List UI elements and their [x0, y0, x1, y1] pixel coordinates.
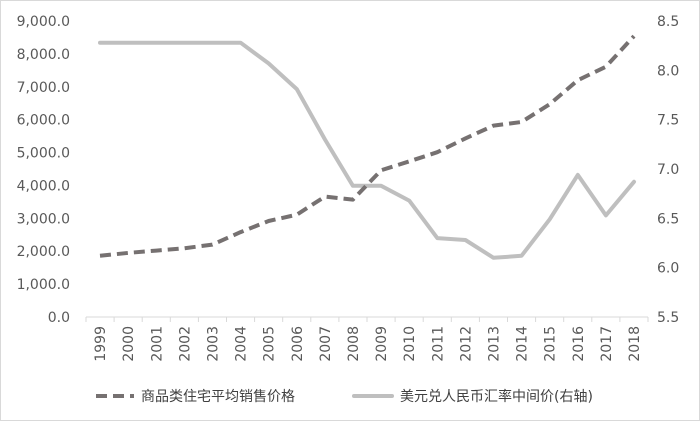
x-tick-label: 2018 — [627, 326, 643, 362]
x-tick-label: 2005 — [262, 326, 278, 362]
legend-label-exchange-rate: 美元兑人民币汇率中间价(右轴) — [400, 388, 593, 405]
y-right-tick-label: 7.5 — [657, 113, 679, 129]
y-left-tick-label: 8,000.0 — [17, 47, 70, 63]
x-tick-label: 2010 — [402, 326, 418, 362]
x-tick-label: 2000 — [121, 326, 137, 362]
y-left-tick-label: 4,000.0 — [17, 178, 70, 194]
x-tick-label: 2003 — [205, 326, 221, 362]
x-tick-label: 2011 — [430, 326, 446, 362]
y-left-tick-label: 7,000.0 — [17, 80, 70, 96]
y-right-tick-label: 6.0 — [657, 261, 679, 277]
series-layer — [98, 34, 636, 260]
y-left-tick-label: 1,000.0 — [17, 277, 70, 293]
y-left-tick-label: 0.0 — [48, 310, 70, 326]
y-right-tick-label: 5.5 — [657, 310, 679, 326]
legend-label-price: 商品类住宅平均销售价格 — [141, 389, 295, 405]
axes-layer: 1999 2000 2001 2002 2003 2004 2005 2006 2007 2008… — [17, 14, 680, 362]
x-tick-label: 2004 — [234, 326, 250, 362]
x-tick-label: 2015 — [543, 326, 559, 362]
x-tick-label: 2017 — [599, 326, 615, 362]
x-tick-label: 2009 — [374, 326, 390, 362]
x-tick-label: 1999 — [93, 326, 109, 362]
x-tick-label: 2016 — [571, 326, 587, 362]
x-tick-label: 2014 — [515, 326, 531, 362]
y-left-tick-label: 9,000.0 — [17, 14, 70, 30]
x-tick-label: 2007 — [318, 326, 334, 362]
y-left-tick-label: 3,000.0 — [17, 211, 70, 227]
x-tick-label: 2006 — [290, 326, 306, 362]
x-tick-label: 2012 — [458, 326, 474, 362]
y-right-tick-label: 8.5 — [657, 14, 679, 30]
x-tick-label: 2002 — [177, 326, 193, 362]
legend: 商品类住宅平均销售价格 美元兑人民币汇率中间价(右轴) — [96, 388, 593, 405]
x-tick-label: 2008 — [346, 326, 362, 362]
x-tick-label: 2001 — [149, 326, 165, 362]
y-right-tick-label: 8.0 — [657, 63, 679, 79]
series-line-price — [99, 34, 636, 258]
x-tick-label: 2013 — [486, 326, 502, 362]
series-line-exchange-rate — [98, 40, 636, 260]
y-left-tick-label: 6,000.0 — [17, 113, 70, 129]
y-right-tick-label: 7.0 — [657, 162, 679, 178]
y-left-tick-label: 5,000.0 — [17, 146, 70, 162]
y-left-tick-label: 2,000.0 — [17, 244, 70, 260]
y-right-tick-label: 6.5 — [657, 211, 679, 227]
